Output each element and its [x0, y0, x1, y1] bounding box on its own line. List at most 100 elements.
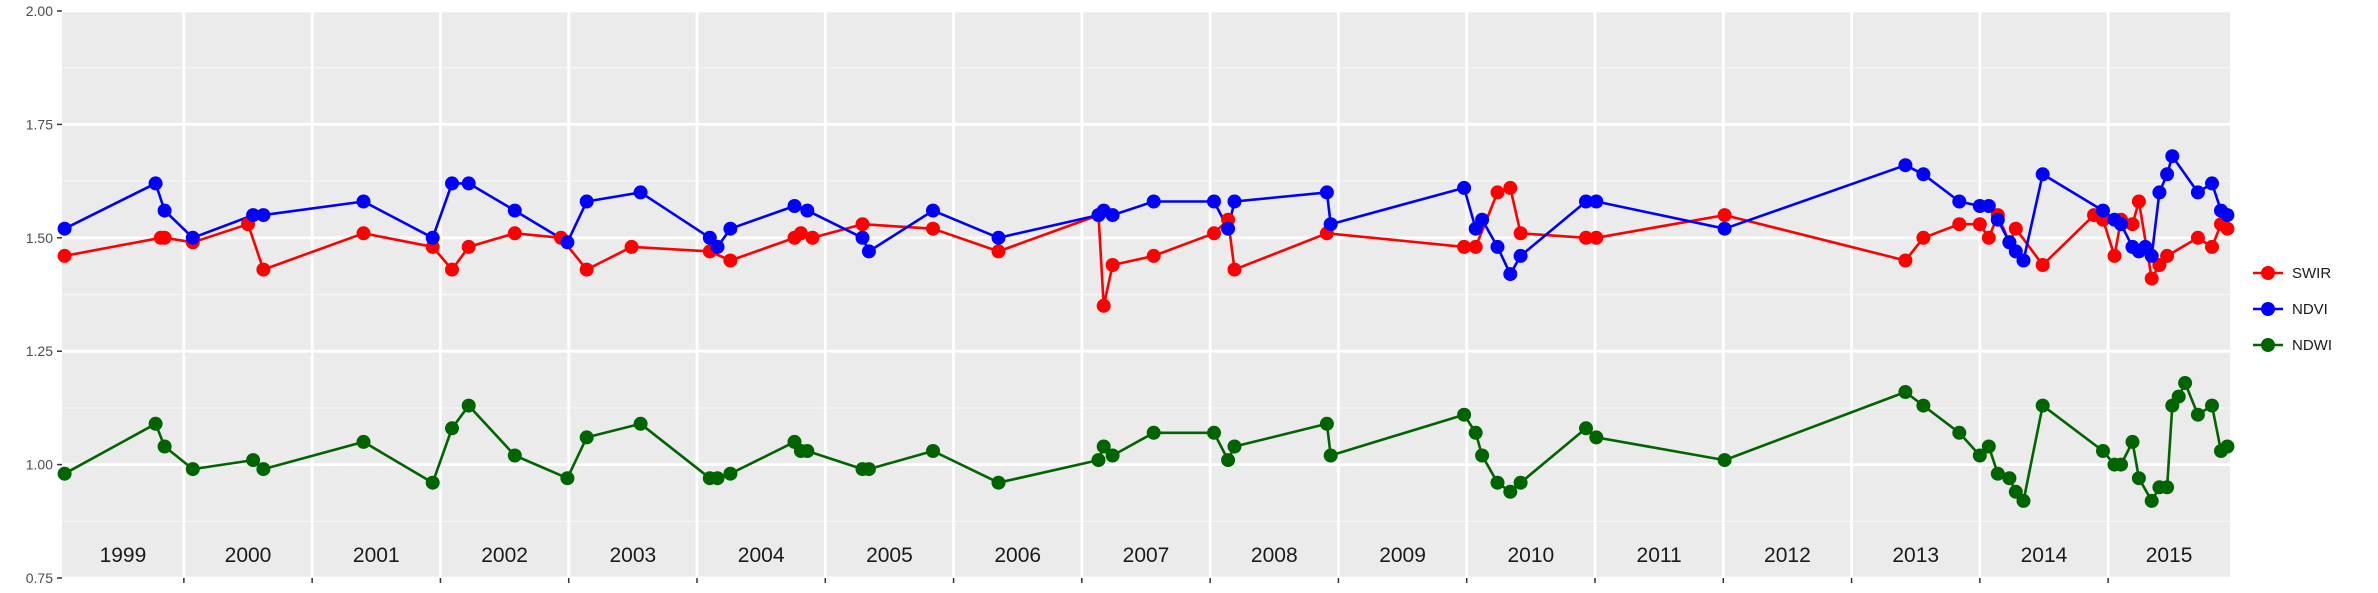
- series-points: [57, 149, 2235, 508]
- ndwi-point: [1468, 425, 1483, 440]
- ndwi-point: [861, 462, 876, 477]
- year-label: 2000: [225, 544, 272, 567]
- ndwi-point: [1490, 475, 1505, 490]
- ndvi-point: [1105, 208, 1120, 223]
- ndwi-point: [1990, 466, 2005, 481]
- swir-point: [57, 248, 72, 263]
- ndwi-point: [148, 416, 163, 431]
- ndvi-point: [2035, 167, 2050, 182]
- swir-point: [991, 244, 1006, 259]
- ndvi-point: [445, 176, 459, 191]
- ndwi-point: [1091, 453, 1106, 468]
- ndvi-point: [1490, 239, 1505, 254]
- y-tick-label: 1.25: [26, 343, 53, 359]
- ndvi-point: [2190, 185, 2205, 200]
- swir-legend-label: SWIR: [2292, 265, 2331, 282]
- ndvi-point: [1319, 185, 1334, 200]
- ndwi-point: [633, 416, 648, 431]
- ndvi-point: [1916, 167, 1931, 182]
- ndwi-point: [1207, 425, 1221, 440]
- ndwi-point: [356, 434, 371, 449]
- ndvi-point: [1221, 221, 1236, 236]
- ndvi-point: [2205, 176, 2219, 191]
- swir-point: [2035, 258, 2050, 272]
- swir-point: [1096, 298, 1111, 313]
- year-label: 2008: [1251, 544, 1298, 567]
- swir-point: [507, 226, 522, 241]
- ndvi-point: [800, 203, 815, 218]
- ndvi-point: [560, 235, 575, 250]
- ndwi-point: [579, 430, 594, 445]
- ndwi-point: [425, 475, 440, 490]
- ndwi-point: [1221, 453, 1236, 468]
- ndvi-point: [855, 230, 870, 245]
- ndvi-point: [1146, 194, 1161, 209]
- year-label: 2012: [1764, 544, 1811, 567]
- ndwi-point: [1981, 439, 1996, 454]
- swir-point: [1589, 230, 1604, 245]
- ndvi-point: [356, 194, 371, 209]
- legend: SWIR NDVI NDWI: [2253, 265, 2332, 354]
- ndwi-point: [2131, 471, 2146, 486]
- ndvi-legend-marker: [2261, 302, 2275, 316]
- ndvi-point: [1717, 221, 1732, 236]
- ndvi-point: [1503, 267, 1518, 282]
- ndvi-point: [1323, 217, 1338, 232]
- ndwi-point: [246, 453, 261, 468]
- ndwi-point: [2096, 444, 2110, 458]
- y-tick-label: 1.00: [26, 457, 53, 473]
- ndvi-point: [1981, 199, 1996, 213]
- ndwi-point: [57, 466, 72, 481]
- ndwi-point: [1579, 421, 1593, 436]
- ndwi-point: [1898, 385, 1913, 399]
- year-label: 2001: [353, 544, 400, 567]
- y-tick-label: 0.75: [26, 570, 53, 586]
- ndvi-point: [461, 176, 476, 191]
- ndwi-point: [256, 462, 271, 477]
- ndvi-point: [1457, 180, 1472, 195]
- swir-point: [624, 239, 639, 254]
- year-label: 2010: [1507, 544, 1554, 567]
- ndwi-point: [1503, 484, 1518, 499]
- ndvi-point: [787, 199, 802, 213]
- ndvi-point: [57, 221, 72, 236]
- ndwi-point: [991, 475, 1006, 490]
- year-label: 2006: [994, 544, 1041, 567]
- ndvi-legend-label: NDVI: [2292, 301, 2328, 318]
- ndwi-point: [926, 444, 940, 458]
- year-label: 2009: [1379, 544, 1426, 567]
- ndwi-point: [2205, 398, 2219, 413]
- ndwi-legend-marker: [2261, 338, 2275, 352]
- year-label: 2013: [1892, 544, 1939, 567]
- swir-point: [1513, 226, 1528, 241]
- ndvi-point: [2220, 208, 2235, 223]
- swir-point: [926, 221, 940, 236]
- ndvi-point: [2165, 149, 2180, 164]
- ndwi-point: [2114, 457, 2128, 472]
- ndvi-point: [185, 230, 200, 245]
- ndwi-point: [2002, 471, 2017, 486]
- year-label: 2005: [866, 544, 913, 567]
- swir-point: [445, 262, 459, 277]
- ndvi-point: [256, 208, 271, 223]
- year-label: 2014: [2021, 544, 2068, 567]
- year-label: 2011: [1637, 544, 1682, 567]
- swir-point: [2220, 221, 2235, 236]
- swir-point: [1579, 230, 1593, 245]
- year-dividers: [182, 11, 2110, 583]
- ndwi-point: [2144, 493, 2159, 508]
- ndvi-point: [1227, 194, 1242, 209]
- ndvi-point: [723, 221, 738, 236]
- ndwi-point: [2035, 398, 2050, 413]
- swir-point: [1105, 258, 1120, 272]
- swir-point: [1503, 180, 1518, 195]
- ndvi-point: [157, 203, 172, 218]
- swir-point: [2144, 271, 2159, 286]
- swir-point: [855, 217, 870, 232]
- ndvi-point: [1513, 248, 1528, 263]
- ndwi-point: [1319, 416, 1334, 431]
- ndwi-point: [185, 462, 200, 477]
- ndwi-point: [723, 466, 738, 481]
- year-label: 2007: [1123, 544, 1170, 567]
- ndwi-point: [445, 421, 459, 436]
